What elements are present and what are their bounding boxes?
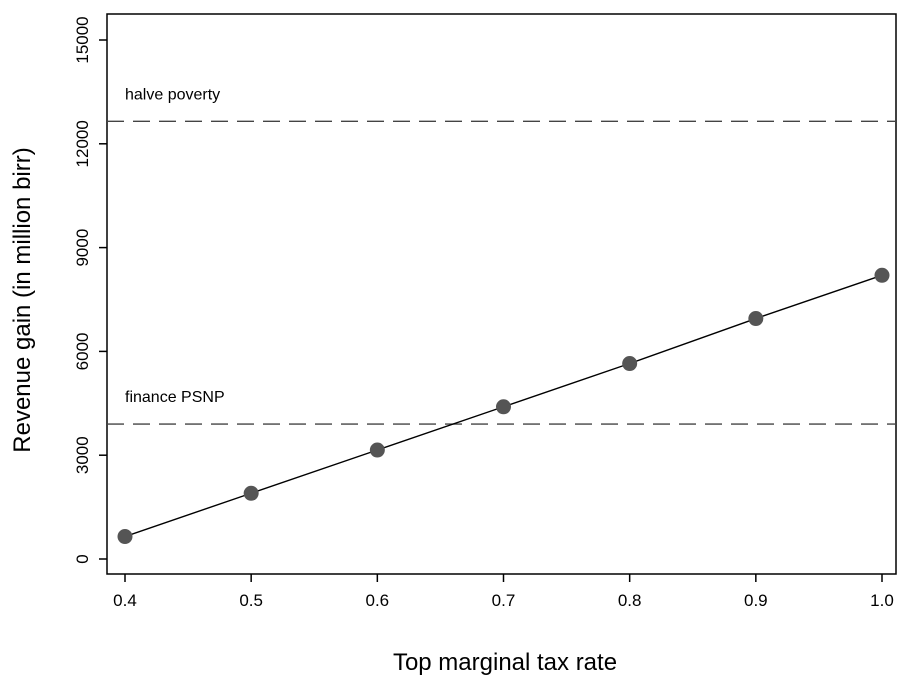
x-tick-label: 0.4	[113, 591, 137, 610]
y-tick-label: 3000	[73, 436, 92, 474]
x-tick-label: 0.9	[744, 591, 768, 610]
x-tick-label: 0.6	[366, 591, 390, 610]
data-point	[874, 267, 890, 283]
y-tick-label: 6000	[73, 332, 92, 370]
plot-frame	[106, 13, 897, 575]
reference-line-label: finance PSNP	[125, 389, 225, 406]
y-tick-label: 12000	[73, 120, 92, 167]
data-point	[748, 311, 764, 327]
reference-line-label: halve poverty	[125, 86, 220, 103]
x-tick-label: 0.5	[239, 591, 263, 610]
x-tick-label: 0.8	[618, 591, 642, 610]
data-point	[117, 529, 133, 545]
y-tick-label: 15000	[73, 16, 92, 63]
data-point	[369, 442, 385, 458]
y-axis: 0 3000 6000 9000 12000 15000	[73, 16, 107, 564]
data-point	[622, 356, 638, 372]
data-point	[243, 485, 259, 501]
x-tick-label: 0.7	[492, 591, 516, 610]
x-axis-title: Top marginal tax rate	[393, 649, 617, 676]
reference-lines: halve poverty finance PSNP	[107, 86, 896, 425]
series-layer	[117, 267, 890, 545]
y-axis-title: Revenue gain (in million birr)	[9, 147, 36, 452]
data-point	[496, 399, 511, 415]
x-tick-label: 1.0	[870, 591, 894, 610]
x-axis: 0.4 0.5 0.6 0.7 0.8 0.9 1.0	[113, 574, 894, 610]
y-tick-label: 9000	[73, 229, 92, 267]
y-tick-label: 0	[73, 554, 92, 563]
